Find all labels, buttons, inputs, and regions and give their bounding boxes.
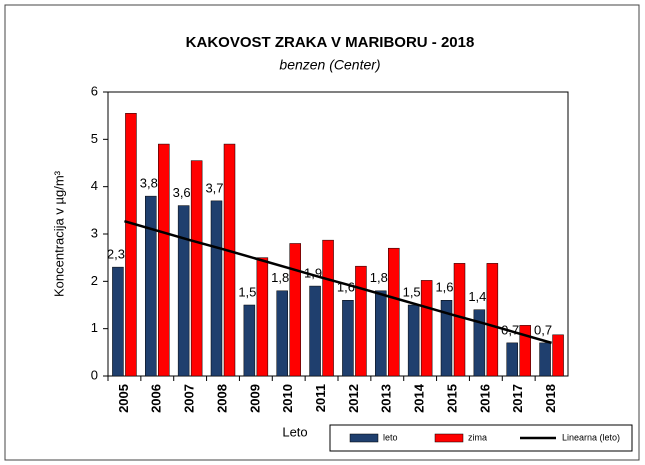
data-label: 1,6: [435, 280, 453, 295]
data-label: 1,8: [370, 270, 388, 285]
data-label: 1,5: [403, 284, 421, 299]
bar: [223, 143, 236, 377]
y-tick-label: 5: [91, 131, 98, 146]
data-label: 3,7: [205, 180, 223, 195]
data-label: 3,8: [140, 176, 158, 191]
bar: [256, 257, 269, 377]
bar: [177, 205, 190, 377]
data-label: 1,5: [238, 284, 256, 299]
bar: [125, 113, 137, 377]
legend: [329, 424, 633, 452]
bar: [473, 309, 486, 377]
x-tick-label: 2017: [510, 384, 525, 413]
bar: [453, 263, 466, 377]
bar: [342, 300, 354, 377]
bar: [420, 280, 433, 377]
bar: [190, 160, 203, 377]
x-axis-label: Leto: [282, 424, 307, 439]
x-tick-label: 2015: [444, 384, 459, 413]
bar: [289, 243, 301, 377]
data-label: 0,7: [534, 322, 552, 337]
bar: [243, 304, 256, 377]
x-tick-label: 2018: [543, 384, 558, 413]
y-axis-label: Koncentracija v µg/m³: [51, 170, 66, 297]
bar: [355, 265, 367, 377]
bar: [158, 143, 170, 377]
x-tick-label: 2005: [116, 384, 131, 413]
bar: [112, 266, 124, 377]
data-label: 1,8: [271, 270, 289, 285]
data-label: 3,6: [173, 185, 191, 200]
chart-title: KAKOVOST ZRAKA V MARIBORU - 2018: [186, 34, 475, 51]
trend-line: [124, 220, 552, 345]
x-tick-label: 2008: [214, 384, 229, 413]
legend-swatch: [349, 433, 379, 443]
legend-swatch: [434, 433, 464, 443]
x-tick-label: 2007: [182, 384, 197, 413]
bar: [519, 325, 531, 377]
bar: [210, 200, 223, 377]
bar: [407, 304, 420, 377]
bar: [145, 195, 157, 377]
bar: [486, 263, 499, 377]
bar: [276, 290, 288, 377]
x-tick-label: 2012: [346, 384, 361, 413]
x-tick-label: 2009: [247, 384, 262, 413]
data-label: 2,3: [107, 247, 125, 262]
x-tick-label: 2013: [379, 384, 394, 413]
y-tick-label: 3: [91, 225, 98, 240]
bar: [440, 300, 453, 377]
x-tick-label: 2010: [280, 384, 295, 413]
bar: [375, 290, 387, 377]
x-tick-label: 2006: [149, 384, 164, 413]
legend-label: zima: [468, 432, 487, 442]
bar: [539, 342, 551, 377]
bar: [552, 334, 564, 377]
x-tick-label: 2014: [412, 383, 427, 413]
y-tick-label: 2: [91, 273, 98, 288]
x-tick-label: 2011: [313, 384, 328, 412]
legend-label: Linearna (leto): [562, 432, 620, 442]
y-tick-label: 4: [91, 178, 98, 193]
chart-subtitle: benzen (Center): [279, 57, 380, 73]
y-tick-label: 1: [91, 320, 98, 335]
y-tick-label: 0: [91, 367, 98, 382]
x-tick-label: 2016: [477, 384, 492, 413]
bar: [322, 239, 334, 377]
legend-label: leto: [383, 432, 398, 442]
bar: [388, 247, 400, 377]
chart-frame: [4, 4, 640, 461]
data-label: 1,4: [468, 289, 486, 304]
bar: [506, 342, 518, 377]
y-tick-label: 6: [91, 83, 98, 98]
bar: [309, 285, 321, 377]
